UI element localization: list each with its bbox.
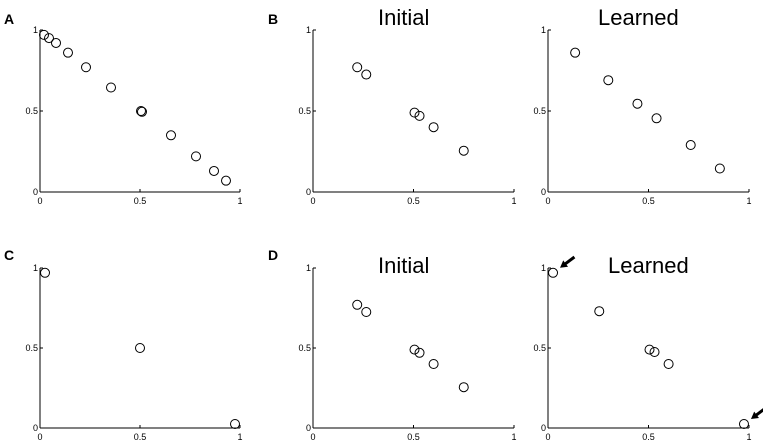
chart-1: 0 0.5 1 0 0.5 1 — [298, 25, 516, 206]
data-point — [39, 29, 49, 40]
chart-3: 0 0.5 1 0 0.5 1 — [25, 263, 242, 442]
data-point — [714, 163, 725, 174]
data-point — [632, 98, 643, 109]
y-tick-label: 0 — [33, 187, 38, 197]
x-tick-label: 0.5 — [134, 432, 147, 442]
data-point — [738, 419, 749, 429]
data-point — [644, 344, 655, 355]
x-tick-label: 1 — [511, 196, 516, 206]
chart-4: 0 0.5 1 0 0.5 1 — [298, 263, 516, 442]
chart-title-d-initial: Initial — [378, 253, 430, 278]
data-point — [81, 62, 91, 73]
x-tick-label: 1 — [746, 196, 751, 206]
data-point — [409, 344, 420, 355]
x-tick-label: 0 — [37, 432, 42, 442]
data-point — [409, 107, 420, 118]
y-tick-label: 1 — [306, 263, 311, 273]
x-tick-label: 0.5 — [642, 432, 655, 442]
data-point — [63, 47, 73, 58]
y-tick-label: 0.5 — [298, 343, 311, 353]
y-tick-label: 0.5 — [533, 343, 546, 353]
chart-0: 0 0.5 1 0 0.5 1 — [25, 25, 242, 206]
chart-title-b-learned: Learned — [598, 5, 679, 30]
data-point — [191, 151, 201, 162]
x-tick-label: 1 — [746, 432, 751, 442]
data-point — [51, 37, 61, 48]
y-tick-label: 0 — [306, 187, 311, 197]
data-point — [458, 145, 469, 156]
data-point — [135, 343, 145, 353]
data-point — [603, 75, 614, 86]
x-tick-label: 0 — [545, 432, 550, 442]
data-point — [570, 47, 581, 58]
y-tick-label: 0 — [33, 423, 38, 433]
data-point — [428, 359, 439, 369]
x-tick-label: 0.5 — [134, 196, 147, 206]
panel-letter-d: D — [268, 247, 279, 263]
y-tick-label: 0.5 — [25, 343, 38, 353]
arrow-marker — [560, 255, 576, 268]
data-point — [594, 306, 605, 317]
data-point — [44, 33, 54, 44]
data-point — [361, 307, 372, 317]
y-tick-label: 0.5 — [298, 106, 311, 116]
data-point — [663, 359, 674, 369]
data-point — [230, 419, 240, 429]
y-tick-label: 1 — [541, 25, 546, 35]
data-point — [352, 299, 363, 310]
x-tick-label: 1 — [237, 432, 242, 442]
x-tick-label: 0 — [310, 432, 315, 442]
x-tick-label: 1 — [237, 196, 242, 206]
x-tick-label: 0.5 — [407, 432, 420, 442]
data-point — [106, 82, 116, 93]
y-tick-label: 0.5 — [533, 106, 546, 116]
panel-letter-a: A — [4, 11, 15, 27]
data-point — [414, 110, 425, 121]
data-point — [458, 382, 469, 393]
data-point — [651, 113, 662, 124]
y-tick-label: 1 — [306, 25, 311, 35]
panel-letter-b: B — [268, 11, 279, 27]
y-tick-label: 0 — [541, 187, 546, 197]
data-point — [649, 347, 660, 357]
data-point — [40, 267, 50, 278]
data-point — [414, 347, 425, 358]
x-tick-label: 0 — [310, 196, 315, 206]
chart-5: 0 0.5 1 0 0.5 1 — [533, 255, 763, 442]
y-tick-label: 1 — [541, 263, 546, 273]
data-point — [352, 62, 363, 73]
data-point — [137, 106, 147, 117]
data-point — [221, 175, 231, 186]
data-point — [428, 122, 439, 133]
data-point — [685, 140, 696, 151]
x-tick-label: 0 — [37, 196, 42, 206]
y-tick-label: 0 — [306, 423, 311, 433]
x-tick-label: 1 — [511, 432, 516, 442]
arrow-marker — [750, 408, 763, 419]
x-tick-label: 0 — [545, 196, 550, 206]
chart-title-d-learned: Learned — [608, 253, 689, 278]
data-point — [361, 69, 372, 80]
chart-2: 0 0.5 1 0 0.5 1 — [533, 25, 751, 206]
data-point — [548, 267, 559, 278]
y-tick-label: 1 — [33, 25, 38, 35]
data-point — [136, 106, 146, 116]
panel-letter-c: C — [4, 247, 15, 263]
x-tick-label: 0.5 — [642, 196, 655, 206]
y-tick-label: 0.5 — [25, 106, 38, 116]
data-point — [166, 130, 176, 141]
y-tick-label: 1 — [33, 263, 38, 273]
x-tick-label: 0.5 — [407, 196, 420, 206]
data-point — [209, 165, 219, 176]
y-tick-label: 0 — [541, 423, 546, 433]
chart-title-b-initial: Initial — [378, 5, 430, 30]
